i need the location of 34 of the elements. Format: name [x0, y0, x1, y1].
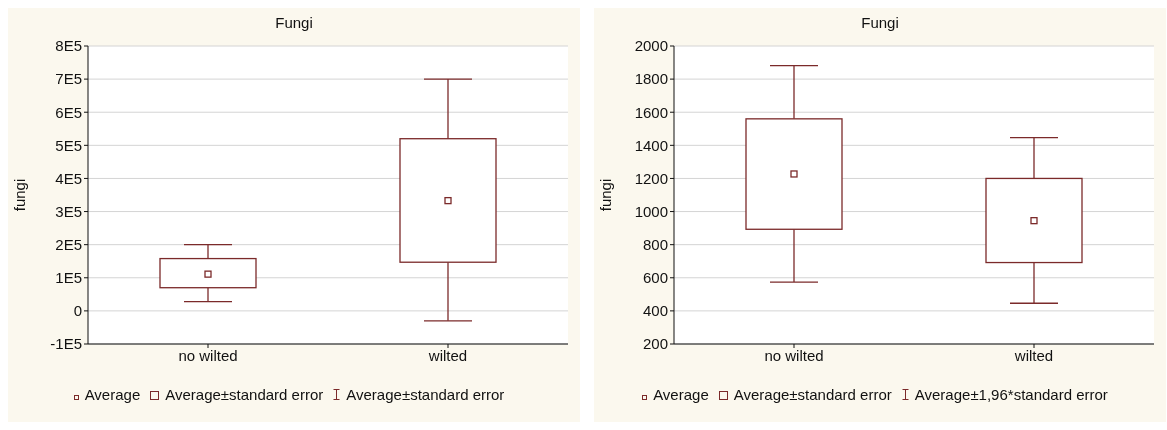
- y-tick-label: 600: [642, 269, 668, 287]
- y-tick-label: 800: [642, 235, 668, 253]
- y-tick-label: 1400: [634, 136, 668, 154]
- text: Average±standard error: [165, 386, 324, 403]
- chart-title: Fungi: [275, 14, 313, 31]
- text: Average: [84, 386, 141, 403]
- x-tick-label: wilted: [427, 346, 468, 364]
- text: Average±1,96*standard error: [914, 386, 1108, 403]
- y-axis-title: fungi: [597, 178, 615, 212]
- y-tick-label: 400: [642, 302, 668, 320]
- x-tick-label: no wilted: [764, 346, 824, 364]
- y-tick-label: 2000: [634, 37, 668, 55]
- y-axis-title: fungi: [11, 178, 29, 212]
- y-tick-label: 1E5: [55, 269, 82, 287]
- y-tick-label: -1E5: [50, 335, 82, 353]
- x-tick-label: no wilted: [178, 346, 238, 364]
- y-tick-label: 3E5: [55, 202, 82, 220]
- y-tick-label: 1200: [634, 169, 668, 187]
- chart-title: Fungi: [861, 14, 899, 31]
- x-tick-label: wilted: [1013, 346, 1054, 364]
- y-tick-label: 8E5: [55, 37, 82, 55]
- y-tick-label: 1800: [634, 70, 668, 88]
- y-tick-label: 6E5: [55, 103, 82, 121]
- y-tick-label: 0: [73, 302, 82, 320]
- y-tick-label: 1600: [634, 103, 668, 121]
- text: Average±standard error: [733, 386, 892, 403]
- text: Average: [653, 386, 709, 403]
- text: Average±standard error: [346, 386, 505, 403]
- y-tick-label: 1000: [634, 202, 668, 220]
- y-tick-label: 200: [642, 335, 668, 353]
- y-tick-label: 4E5: [55, 169, 82, 187]
- y-tick-label: 2E5: [55, 235, 82, 253]
- y-tick-label: 7E5: [55, 70, 82, 88]
- y-tick-label: 5E5: [55, 136, 82, 154]
